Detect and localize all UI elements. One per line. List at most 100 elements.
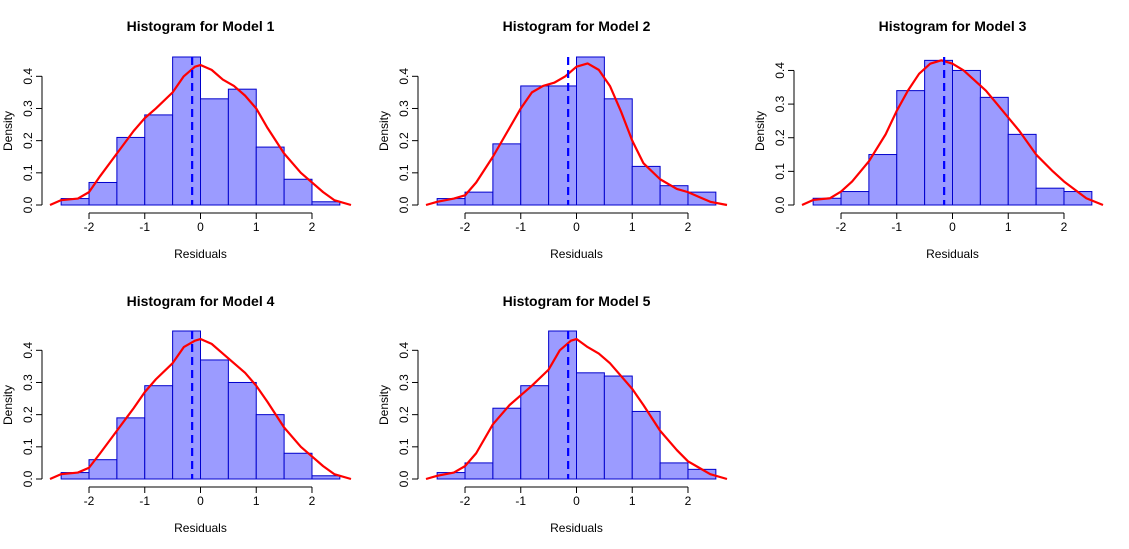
- y-tick-label: 0.4: [21, 342, 35, 359]
- histogram-bar: [144, 114, 174, 206]
- histogram-panel: Histogram for Model 3 -2 -1 0 1 2 0.0 0.1 0.2 0.3…: [753, 18, 1104, 261]
- x-tick-label: 0: [949, 220, 956, 234]
- y-tick-label: 0.1: [21, 164, 35, 181]
- histogram-bar: [492, 143, 522, 206]
- y-tick-label: 0.2: [773, 129, 787, 146]
- histogram-bar: [227, 88, 257, 206]
- y-tick-label: 0.4: [773, 62, 787, 79]
- histogram-bar: [548, 330, 578, 480]
- histogram-bar: [255, 414, 285, 480]
- chart-title: Histogram for Model 5: [503, 293, 651, 309]
- x-axis-label: Residuals: [926, 247, 979, 261]
- histogram-bar: [144, 385, 174, 480]
- x-tick-label: 0: [197, 494, 204, 508]
- x-tick-label: 2: [1061, 220, 1068, 234]
- histogram-bar: [603, 98, 633, 206]
- chart-title: Histogram for Model 4: [127, 293, 275, 309]
- chart-title: Histogram for Model 2: [503, 18, 651, 34]
- x-tick-label: -1: [515, 494, 526, 508]
- y-tick-label: 0.0: [773, 196, 787, 213]
- histogram-bar: [659, 462, 689, 480]
- histogram-bar: [283, 178, 313, 206]
- histogram-bar: [979, 96, 1009, 206]
- histogram-panel: Histogram for Model 4 -2 -1 0 1 2 0.0 0.1 0.2 0.3…: [1, 293, 352, 535]
- histogram-panel: Histogram for Model 2 -2 -1 0 1 2 0.0 0.1 0.2 0.3…: [377, 18, 728, 261]
- x-tick-label: -1: [139, 494, 150, 508]
- histogram-bar: [520, 385, 550, 480]
- histogram-bar: [952, 69, 981, 206]
- density-curve: [425, 62, 728, 207]
- y-tick-label: 0.0: [21, 196, 35, 213]
- x-tick-label: -1: [139, 220, 150, 234]
- y-axis-label: Density: [1, 111, 15, 151]
- x-tick-label: 2: [685, 220, 692, 234]
- y-tick-label: 0.1: [397, 164, 411, 181]
- y-axis-label: Density: [377, 111, 391, 151]
- histogram-bar: [255, 146, 285, 206]
- y-tick-label: 0.2: [21, 132, 35, 149]
- histogram-bar: [576, 372, 605, 480]
- density-curve: [49, 63, 352, 207]
- y-axis-label: Density: [753, 111, 767, 151]
- y-tick-label: 0.2: [397, 132, 411, 149]
- histogram-bar: [603, 375, 633, 480]
- x-tick-label: 1: [253, 494, 260, 508]
- histogram-bar: [631, 165, 661, 206]
- y-tick-label: 0.3: [397, 374, 411, 391]
- x-tick-label: 0: [573, 494, 580, 508]
- y-tick-label: 0.1: [773, 163, 787, 180]
- y-tick-label: 0.4: [397, 68, 411, 85]
- histogram-bar: [172, 330, 201, 480]
- x-tick-label: -2: [84, 494, 95, 508]
- y-axis-label: Density: [377, 385, 391, 425]
- y-tick-label: 0.2: [21, 406, 35, 423]
- y-tick-label: 0.3: [773, 95, 787, 112]
- histogram-bar: [924, 59, 954, 206]
- x-tick-label: 0: [197, 220, 204, 234]
- x-axis-label: Residuals: [174, 247, 227, 261]
- x-axis-label: Residuals: [550, 247, 603, 261]
- y-tick-label: 0.4: [21, 68, 35, 85]
- histogram-bar: [283, 452, 313, 480]
- x-tick-label: -2: [836, 220, 847, 234]
- x-tick-label: -1: [515, 220, 526, 234]
- x-tick-label: 1: [629, 494, 636, 508]
- histogram-bar: [520, 85, 550, 206]
- histogram-bar: [659, 185, 689, 206]
- x-tick-label: -1: [891, 220, 902, 234]
- x-tick-label: -2: [84, 220, 95, 234]
- histogram-bar: [1035, 187, 1065, 206]
- x-axis-label: Residuals: [174, 521, 227, 535]
- density-curve: [49, 337, 352, 481]
- y-tick-label: 0.0: [397, 470, 411, 487]
- histogram-bar: [200, 359, 229, 480]
- histogram-bar: [464, 191, 494, 206]
- y-tick-label: 0.0: [21, 470, 35, 487]
- y-tick-label: 0.1: [397, 438, 411, 455]
- x-axis-label: Residuals: [550, 521, 603, 535]
- histogram-bar: [311, 475, 341, 480]
- y-tick-label: 0.1: [21, 438, 35, 455]
- x-tick-label: 2: [309, 220, 316, 234]
- y-tick-label: 0.3: [21, 374, 35, 391]
- histogram-bar: [200, 98, 229, 206]
- x-tick-label: 2: [309, 494, 316, 508]
- x-tick-label: 2: [685, 494, 692, 508]
- histogram-bar: [868, 154, 898, 206]
- y-tick-label: 0.0: [397, 196, 411, 213]
- x-tick-label: 1: [253, 220, 260, 234]
- histogram-bar: [631, 410, 661, 480]
- histogram-bar: [227, 381, 257, 480]
- histogram-bar: [464, 462, 494, 480]
- y-tick-label: 0.3: [397, 100, 411, 117]
- x-tick-label: 0: [573, 220, 580, 234]
- histogram-bar: [576, 56, 605, 206]
- x-tick-label: 1: [629, 220, 636, 234]
- x-tick-label: -2: [460, 494, 471, 508]
- chart-title: Histogram for Model 1: [127, 18, 275, 34]
- histogram-bar: [840, 191, 870, 206]
- y-axis-label: Density: [1, 385, 15, 425]
- histogram-bar: [311, 201, 341, 206]
- y-tick-label: 0.2: [397, 406, 411, 423]
